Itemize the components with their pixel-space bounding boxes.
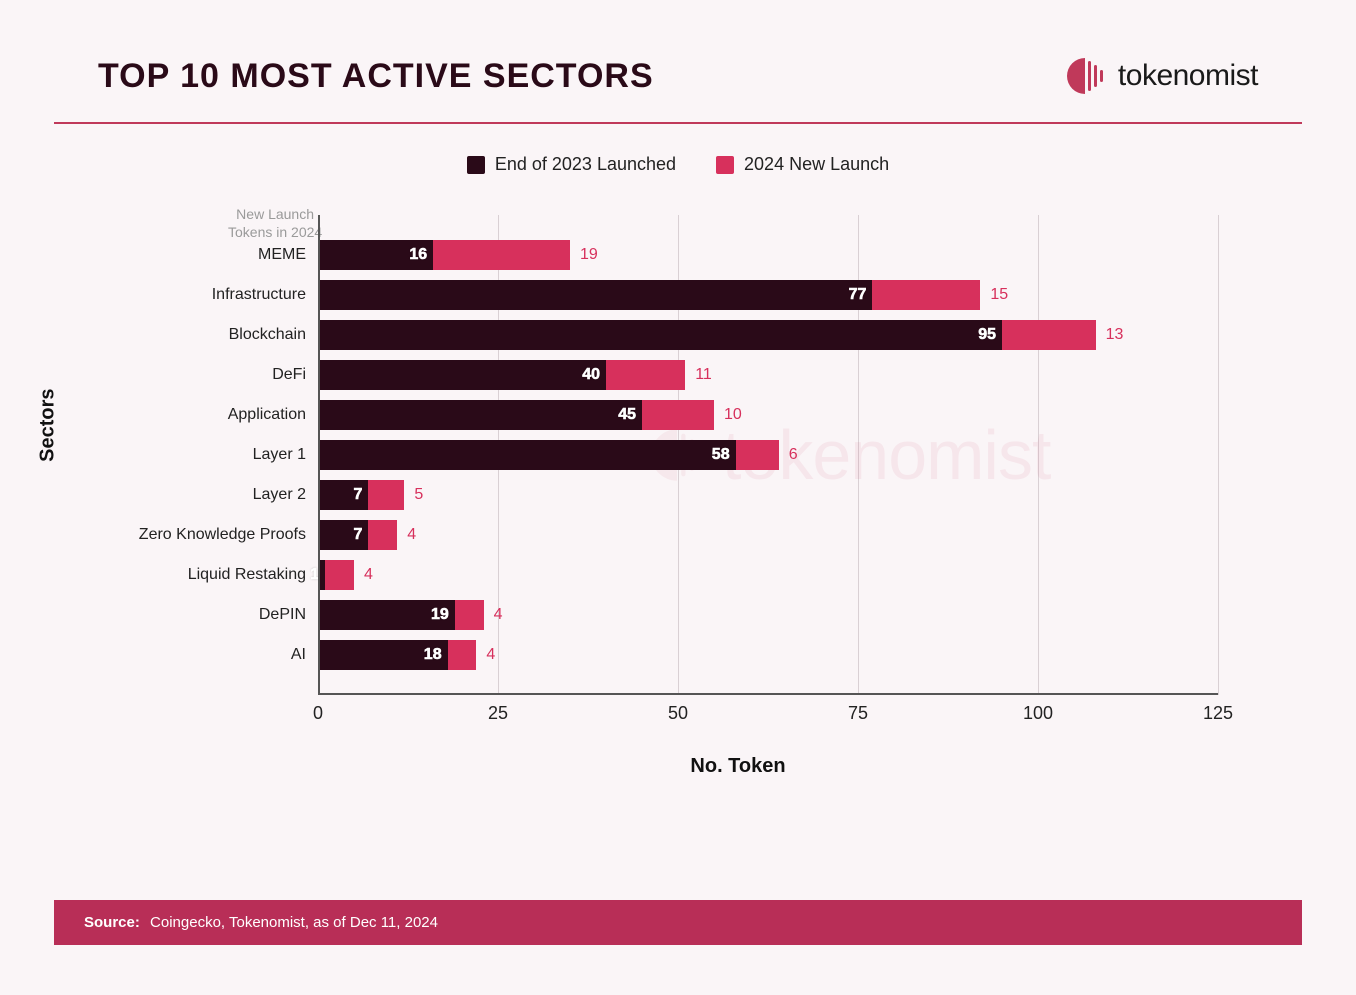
chart-card: TOP 10 MOST ACTIVE SECTORS tokenomist En… (38, 25, 1318, 945)
bar-row: Application4510 (318, 400, 1218, 430)
x-tick-label: 25 (488, 703, 508, 724)
category-label: Application (228, 406, 318, 424)
bar-row: Infrastructure7715 (318, 280, 1218, 310)
legend-item-series2: 2024 New Launch (716, 154, 889, 175)
source-footer: Source: Coingecko, Tokenomist, as of Dec… (54, 900, 1302, 945)
brand-logo: tokenomist (1064, 55, 1258, 97)
bar-series2-value: 4 (484, 606, 503, 624)
category-label: DeFi (272, 366, 318, 384)
bar-series2: 4 (325, 560, 354, 590)
bar-series2-value: 6 (779, 446, 798, 464)
bar-series2: 4 (448, 640, 477, 670)
bar-series1: 16 (318, 240, 433, 270)
bar-series2: 5 (368, 480, 404, 510)
bar-series2: 6 (736, 440, 779, 470)
legend-item-series1: End of 2023 Launched (467, 154, 676, 175)
legend-swatch-2 (716, 156, 734, 174)
bar-series1: 18 (318, 640, 448, 670)
category-label: MEME (258, 246, 318, 264)
bar-series1-value: 19 (431, 606, 449, 624)
bar-series2-value: 19 (570, 246, 598, 264)
bar-series1: 40 (318, 360, 606, 390)
category-label: Layer 2 (253, 486, 318, 504)
category-label: DePIN (259, 606, 318, 624)
bar-series2: 4 (368, 520, 397, 550)
tokenomist-icon (1064, 55, 1106, 97)
bar-row: Zero Knowledge Proofs74 (318, 520, 1218, 550)
bar-series1-value: 16 (409, 246, 427, 264)
bar-series1-value: 7 (353, 486, 362, 504)
bar-series1-value: 95 (978, 326, 996, 344)
x-ticks: 0255075100125 (318, 695, 1218, 735)
source-text: Coingecko, Tokenomist, as of Dec 11, 202… (150, 914, 438, 931)
bar-series1: 7 (318, 520, 368, 550)
legend: End of 2023 Launched 2024 New Launch (38, 124, 1318, 195)
bar-series1-value: 18 (424, 646, 442, 664)
bar-series2-value: 10 (714, 406, 742, 424)
bar-series1-value: 40 (582, 366, 600, 384)
x-axis-title: No. Token (218, 755, 1258, 778)
bar-row: Layer 1586 (318, 440, 1218, 470)
bar-series1-value: 45 (618, 406, 636, 424)
bar-series2-value: 4 (354, 566, 373, 584)
bar-row: AI184 (318, 640, 1218, 670)
bar-series1: 95 (318, 320, 1002, 350)
category-label: Zero Knowledge Proofs (139, 526, 318, 544)
bar-rows: MEME1619Infrastructure7715Blockchain9513… (318, 235, 1218, 675)
bar-series2-value: 4 (397, 526, 416, 544)
category-label: Liquid Restaking (188, 566, 318, 584)
bar-row: Liquid Restaking14 (318, 560, 1218, 590)
bar-series2-value: 15 (980, 286, 1008, 304)
bar-series1-value: 77 (849, 286, 867, 304)
category-label: Infrastructure (212, 286, 318, 304)
bar-series1-value: 7 (353, 526, 362, 544)
bar-row: DeFi4011 (318, 360, 1218, 390)
bar-series1: 45 (318, 400, 642, 430)
category-label: Layer 1 (253, 446, 318, 464)
bar-series2: 13 (1002, 320, 1096, 350)
plot-area: tokenomist MEME1619Infrastructure7715Blo… (318, 215, 1218, 695)
bar-row: Blockchain9513 (318, 320, 1218, 350)
x-tick-label: 125 (1203, 703, 1233, 724)
bar-series1: 7 (318, 480, 368, 510)
bar-series1-value: 58 (712, 446, 730, 464)
x-tick-label: 75 (848, 703, 868, 724)
category-label: Blockchain (229, 326, 318, 344)
bar-series2-value: 5 (404, 486, 423, 504)
grid-line (1218, 215, 1219, 695)
bar-row: MEME1619 (318, 240, 1218, 270)
bar-series1: 77 (318, 280, 872, 310)
header: TOP 10 MOST ACTIVE SECTORS tokenomist (38, 25, 1318, 122)
x-tick-label: 100 (1023, 703, 1053, 724)
bar-series1: 19 (318, 600, 455, 630)
chart-area: Sectors New LaunchTokens in 2024 tokenom… (38, 195, 1318, 778)
legend-swatch-1 (467, 156, 485, 174)
bar-series2: 19 (433, 240, 570, 270)
bar-series2-value: 4 (476, 646, 495, 664)
bar-series2-value: 11 (685, 366, 712, 384)
bar-series1: 58 (318, 440, 736, 470)
x-tick-label: 0 (313, 703, 323, 724)
page-title: TOP 10 MOST ACTIVE SECTORS (98, 57, 654, 96)
bar-series2: 10 (642, 400, 714, 430)
y-axis-title: Sectors (37, 388, 60, 461)
source-label: Source: (84, 914, 140, 931)
category-label: AI (291, 646, 318, 664)
y-axis-line (318, 215, 320, 695)
legend-label-2: 2024 New Launch (744, 154, 889, 175)
bar-series2: 15 (872, 280, 980, 310)
brand-name: tokenomist (1118, 59, 1258, 93)
x-tick-label: 50 (668, 703, 688, 724)
chart-subhead: New LaunchTokens in 2024 (228, 205, 322, 241)
bar-row: Layer 275 (318, 480, 1218, 510)
bar-series2: 11 (606, 360, 685, 390)
bar-row: DePIN194 (318, 600, 1218, 630)
bar-series2-value: 13 (1096, 326, 1124, 344)
bar-series2: 4 (455, 600, 484, 630)
legend-label-1: End of 2023 Launched (495, 154, 676, 175)
